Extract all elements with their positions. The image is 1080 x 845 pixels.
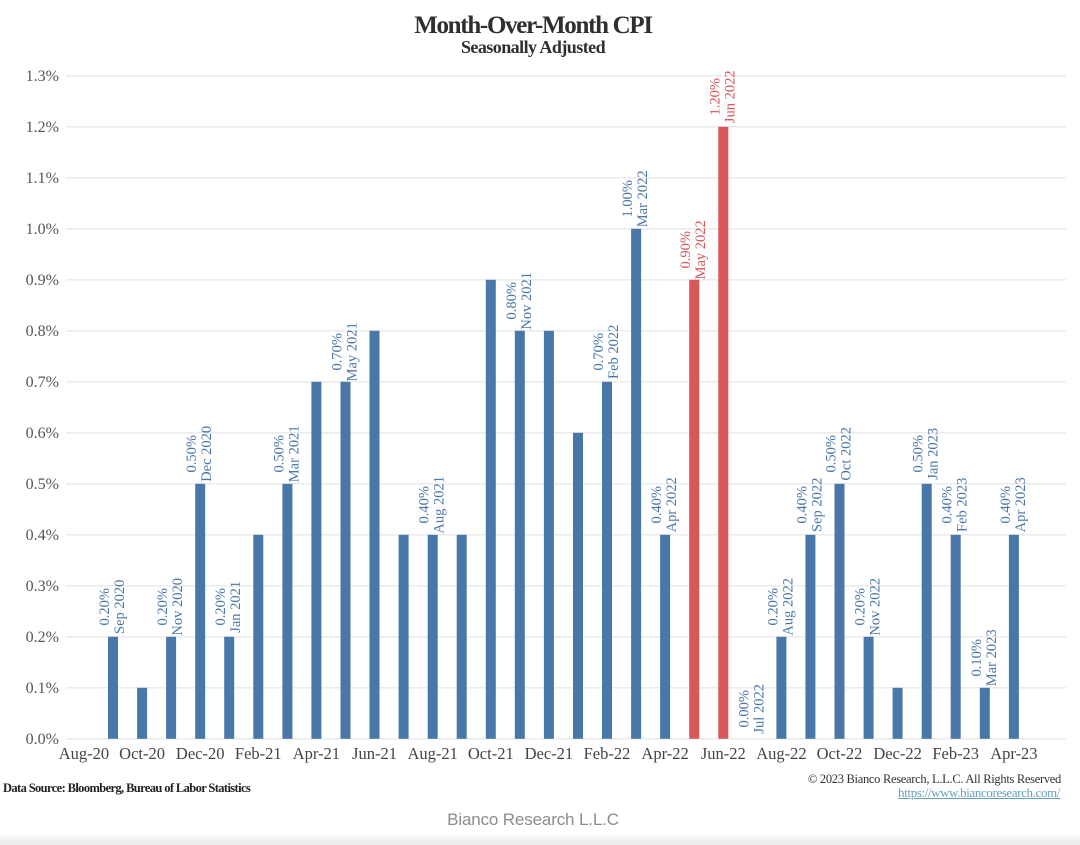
svg-text:Dec-21: Dec-21 bbox=[525, 744, 574, 763]
svg-text:0.50%Mar 2021: 0.50%Mar 2021 bbox=[271, 425, 302, 482]
svg-text:0.40%Apr 2023: 0.40%Apr 2023 bbox=[998, 477, 1029, 532]
svg-text:1.00%Mar 2022: 1.00%Mar 2022 bbox=[620, 170, 651, 227]
svg-text:Aug-22: Aug-22 bbox=[756, 744, 806, 763]
svg-text:0.00%Jul 2022: 0.00%Jul 2022 bbox=[736, 684, 767, 734]
svg-text:Feb-21: Feb-21 bbox=[235, 744, 282, 763]
svg-text:0.40%Aug 2021: 0.40%Aug 2021 bbox=[417, 476, 448, 534]
svg-text:0.20%Sep 2020: 0.20%Sep 2020 bbox=[97, 580, 128, 634]
svg-text:0.3%: 0.3% bbox=[26, 578, 59, 595]
svg-text:0.50%Oct 2022: 0.50%Oct 2022 bbox=[824, 427, 855, 481]
svg-text:0.7%: 0.7% bbox=[26, 374, 59, 391]
svg-text:0.50%Jan 2023: 0.50%Jan 2023 bbox=[911, 428, 942, 480]
svg-text:1.1%: 1.1% bbox=[26, 170, 59, 187]
svg-text:0.90%May 2022: 0.90%May 2022 bbox=[678, 220, 709, 279]
svg-text:Aug-20: Aug-20 bbox=[59, 744, 109, 763]
svg-text:0.9%: 0.9% bbox=[26, 272, 59, 289]
svg-text:Apr-21: Apr-21 bbox=[293, 744, 340, 763]
svg-text:0.4%: 0.4% bbox=[26, 527, 59, 544]
svg-text:0.40%Feb 2023: 0.40%Feb 2023 bbox=[940, 478, 971, 532]
svg-text:Apr-22: Apr-22 bbox=[641, 744, 688, 763]
svg-text:0.20%Nov 2022: 0.20%Nov 2022 bbox=[853, 578, 884, 636]
svg-text:1.0%: 1.0% bbox=[26, 221, 59, 238]
svg-text:Apr-23: Apr-23 bbox=[990, 744, 1037, 763]
svg-text:0.70%May 2021: 0.70%May 2021 bbox=[330, 322, 361, 381]
svg-text:Feb-23: Feb-23 bbox=[932, 744, 979, 763]
svg-text:Oct-20: Oct-20 bbox=[119, 744, 165, 763]
svg-text:Dec-20: Dec-20 bbox=[176, 744, 225, 763]
svg-text:0.6%: 0.6% bbox=[26, 425, 59, 442]
svg-text:0.20%Nov 2020: 0.20%Nov 2020 bbox=[155, 578, 186, 636]
svg-text:1.20%Jun 2022: 1.20%Jun 2022 bbox=[707, 70, 738, 123]
svg-text:0.40%Sep 2022: 0.40%Sep 2022 bbox=[794, 478, 825, 532]
svg-text:1.3%: 1.3% bbox=[26, 68, 59, 85]
svg-text:0.70%Feb 2022: 0.70%Feb 2022 bbox=[591, 325, 622, 379]
svg-text:Oct-21: Oct-21 bbox=[468, 744, 514, 763]
svg-text:0.20%Jan 2021: 0.20%Jan 2021 bbox=[213, 581, 244, 633]
svg-text:Jun-21: Jun-21 bbox=[352, 744, 397, 763]
svg-text:0.5%: 0.5% bbox=[26, 476, 59, 493]
svg-text:0.50%Dec 2020: 0.50%Dec 2020 bbox=[184, 426, 215, 482]
svg-text:0.8%: 0.8% bbox=[26, 323, 59, 340]
svg-text:0.2%: 0.2% bbox=[26, 629, 59, 646]
svg-text:Aug-21: Aug-21 bbox=[407, 744, 457, 763]
svg-text:Dec-22: Dec-22 bbox=[873, 744, 922, 763]
svg-text:1.2%: 1.2% bbox=[26, 119, 59, 136]
svg-text:0.80%Nov 2021: 0.80%Nov 2021 bbox=[504, 272, 535, 330]
svg-text:0.40%Apr 2022: 0.40%Apr 2022 bbox=[649, 477, 680, 532]
svg-text:0.10%Mar 2023: 0.10%Mar 2023 bbox=[969, 629, 1000, 686]
svg-text:0.20%Aug 2022: 0.20%Aug 2022 bbox=[765, 578, 796, 636]
svg-text:0.1%: 0.1% bbox=[26, 680, 59, 697]
svg-text:Oct-22: Oct-22 bbox=[817, 744, 863, 763]
svg-text:Jun-22: Jun-22 bbox=[701, 744, 746, 763]
svg-text:0.0%: 0.0% bbox=[26, 731, 59, 748]
svg-text:Feb-22: Feb-22 bbox=[584, 744, 631, 763]
